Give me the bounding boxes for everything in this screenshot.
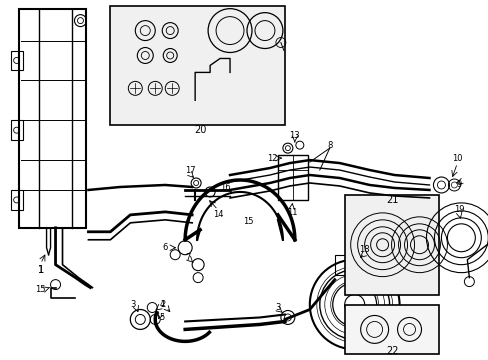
Bar [344, 195, 439, 294]
Bar [11, 120, 22, 140]
Text: 6: 6 [162, 243, 167, 252]
Text: 12: 12 [266, 154, 277, 163]
Text: 1: 1 [38, 265, 43, 275]
Text: 7: 7 [185, 253, 190, 262]
Text: 10: 10 [451, 154, 462, 163]
Text: 16: 16 [219, 184, 230, 193]
Text: 15: 15 [242, 217, 253, 226]
Bar [277, 155, 307, 200]
Bar [344, 305, 439, 354]
Text: 9: 9 [456, 180, 461, 189]
Text: 14: 14 [212, 210, 223, 219]
Text: 2: 2 [160, 300, 165, 309]
Text: 3: 3 [275, 303, 280, 312]
Bar [11, 50, 22, 71]
Text: 1: 1 [38, 265, 43, 275]
Text: 17: 17 [184, 166, 195, 175]
Text: 22: 22 [386, 346, 398, 356]
Text: 11: 11 [286, 208, 297, 217]
Text: 5: 5 [159, 313, 164, 322]
Text: 20: 20 [194, 125, 206, 135]
Bar [334, 255, 374, 275]
Text: 18: 18 [359, 245, 369, 254]
Bar [110, 6, 285, 125]
Text: 8: 8 [326, 141, 332, 150]
Text: 4: 4 [159, 300, 164, 309]
Bar [11, 190, 22, 210]
Text: 13: 13 [289, 131, 300, 140]
Text: 15: 15 [35, 285, 46, 294]
Text: 3: 3 [130, 300, 136, 309]
Text: 19: 19 [453, 206, 464, 215]
Bar [19, 9, 86, 228]
Text: 21: 21 [386, 195, 398, 205]
